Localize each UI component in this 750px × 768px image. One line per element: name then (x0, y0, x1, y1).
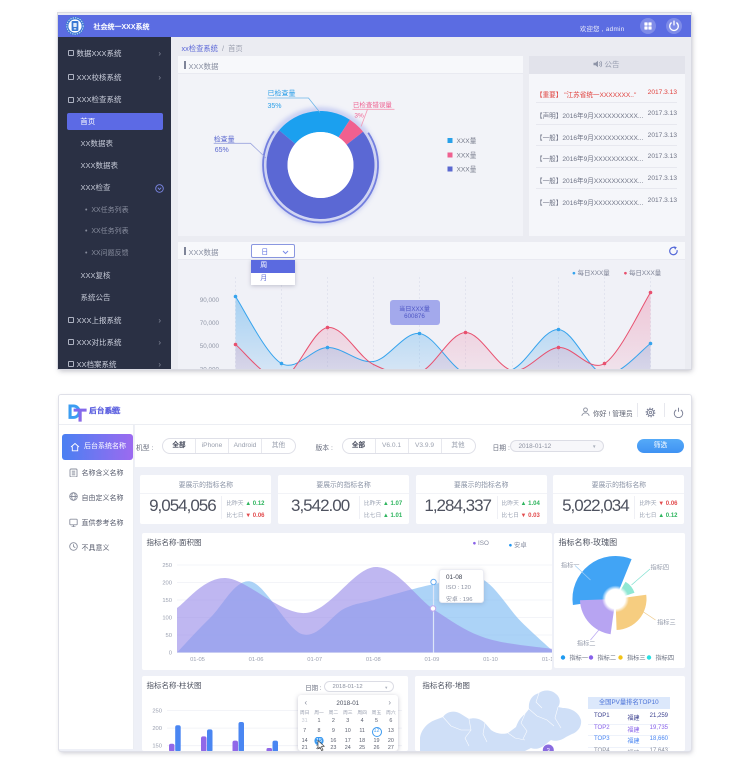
svg-text:90,000: 90,000 (199, 297, 219, 304)
svg-text:200: 200 (152, 726, 162, 732)
svg-text:100: 100 (162, 616, 172, 622)
svg-text:30,000: 30,000 (199, 366, 219, 369)
svg-text:0: 0 (168, 651, 171, 657)
svg-text:65%: 65% (214, 146, 228, 153)
svg-text:50: 50 (165, 633, 171, 639)
svg-text:01-08: 01-08 (365, 657, 380, 663)
svg-text:XXX量: XXX量 (456, 165, 476, 173)
svg-text:01-07: 01-07 (307, 657, 322, 663)
svg-text:指标二: 指标二 (576, 640, 595, 648)
svg-text:3: 3 (547, 749, 551, 752)
svg-text:已检查量: 已检查量 (267, 88, 295, 97)
svg-text:指标四: 指标四 (655, 654, 674, 662)
svg-text:01-05: 01-05 (190, 657, 205, 663)
svg-text:200: 200 (162, 581, 172, 587)
svg-text:150: 150 (152, 744, 162, 750)
svg-text:150: 150 (162, 598, 172, 604)
svg-text:XXX量: XXX量 (456, 151, 476, 159)
svg-text:检查量: 检查量 (213, 134, 234, 143)
svg-text:250: 250 (162, 563, 172, 569)
svg-text:3%: 3% (354, 112, 364, 119)
svg-text:指标一: 指标一 (569, 654, 588, 662)
svg-text:01-06: 01-06 (248, 657, 263, 663)
svg-text:01-09: 01-09 (424, 657, 439, 663)
svg-text:70,000: 70,000 (199, 320, 219, 327)
svg-text:指标三: 指标三 (657, 618, 676, 626)
svg-text:35%: 35% (267, 103, 281, 110)
svg-text:XXX量: XXX量 (456, 137, 476, 145)
svg-text:指标四: 指标四 (650, 564, 669, 572)
svg-text:250: 250 (152, 709, 162, 715)
svg-text:指标一: 指标一 (560, 562, 579, 570)
svg-text:已检查错误量: 已检查错误量 (352, 100, 392, 109)
svg-text:01-10: 01-10 (483, 657, 498, 663)
svg-text:指标三: 指标三 (627, 654, 646, 662)
svg-text:01-11: 01-11 (541, 657, 552, 663)
svg-text:50,000: 50,000 (199, 343, 219, 350)
svg-text:指标二: 指标二 (597, 654, 616, 662)
